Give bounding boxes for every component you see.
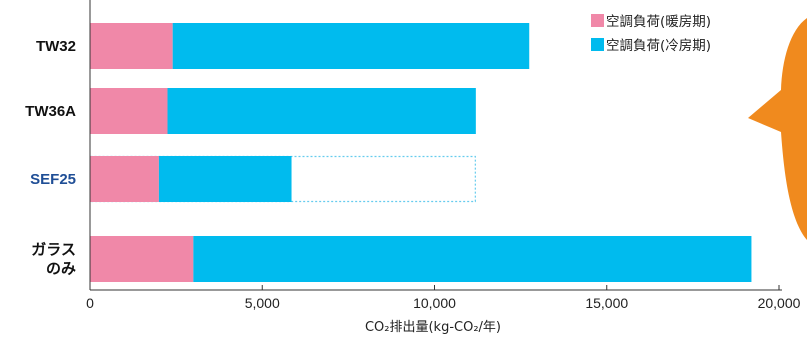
x-tick-label-2: 10,000 (413, 295, 456, 311)
category-labels: TW32 TW36A SEF25 ガラスのみ (25, 38, 76, 278)
x-tick-label-0: 0 (86, 295, 94, 311)
legend-swatch-cooling (591, 38, 604, 51)
category-label-0: TW32 (36, 38, 76, 55)
bar-cooling-0 (172, 23, 530, 69)
x-axis-title: CO₂排出量(kg-CO₂/年) (365, 320, 501, 335)
orange-callout-shape (748, 18, 807, 240)
x-tick-label-4: 20,000 (758, 295, 801, 311)
x-tick-labels: 0 5,000 10,000 15,000 20,000 (86, 295, 801, 311)
legend-label-cooling: 空調負荷(冷房期) (606, 38, 711, 54)
bar-cooling-3 (193, 236, 752, 282)
bars-group (89, 23, 752, 282)
category-label-1: TW36A (25, 103, 76, 120)
bar-heating-0 (90, 23, 173, 69)
category-label-3: ガラスのみ (31, 242, 76, 278)
legend-label-heating: 空調負荷(暖房期) (606, 14, 711, 30)
x-tick-label-1: 5,000 (245, 295, 280, 311)
bar-heating-2 (90, 156, 159, 202)
x-axis (89, 0, 782, 291)
bar-heating-1 (90, 88, 168, 134)
legend-swatch-heating (591, 14, 604, 27)
x-tick-label-3: 15,000 (585, 295, 628, 311)
category-label-2: SEF25 (30, 171, 76, 188)
legend: 空調負荷(暖房期) 空調負荷(冷房期) (591, 14, 711, 54)
bar-cooling-1 (167, 88, 476, 134)
bar-cooling-2 (158, 156, 292, 202)
bar-heating-3 (90, 236, 194, 282)
